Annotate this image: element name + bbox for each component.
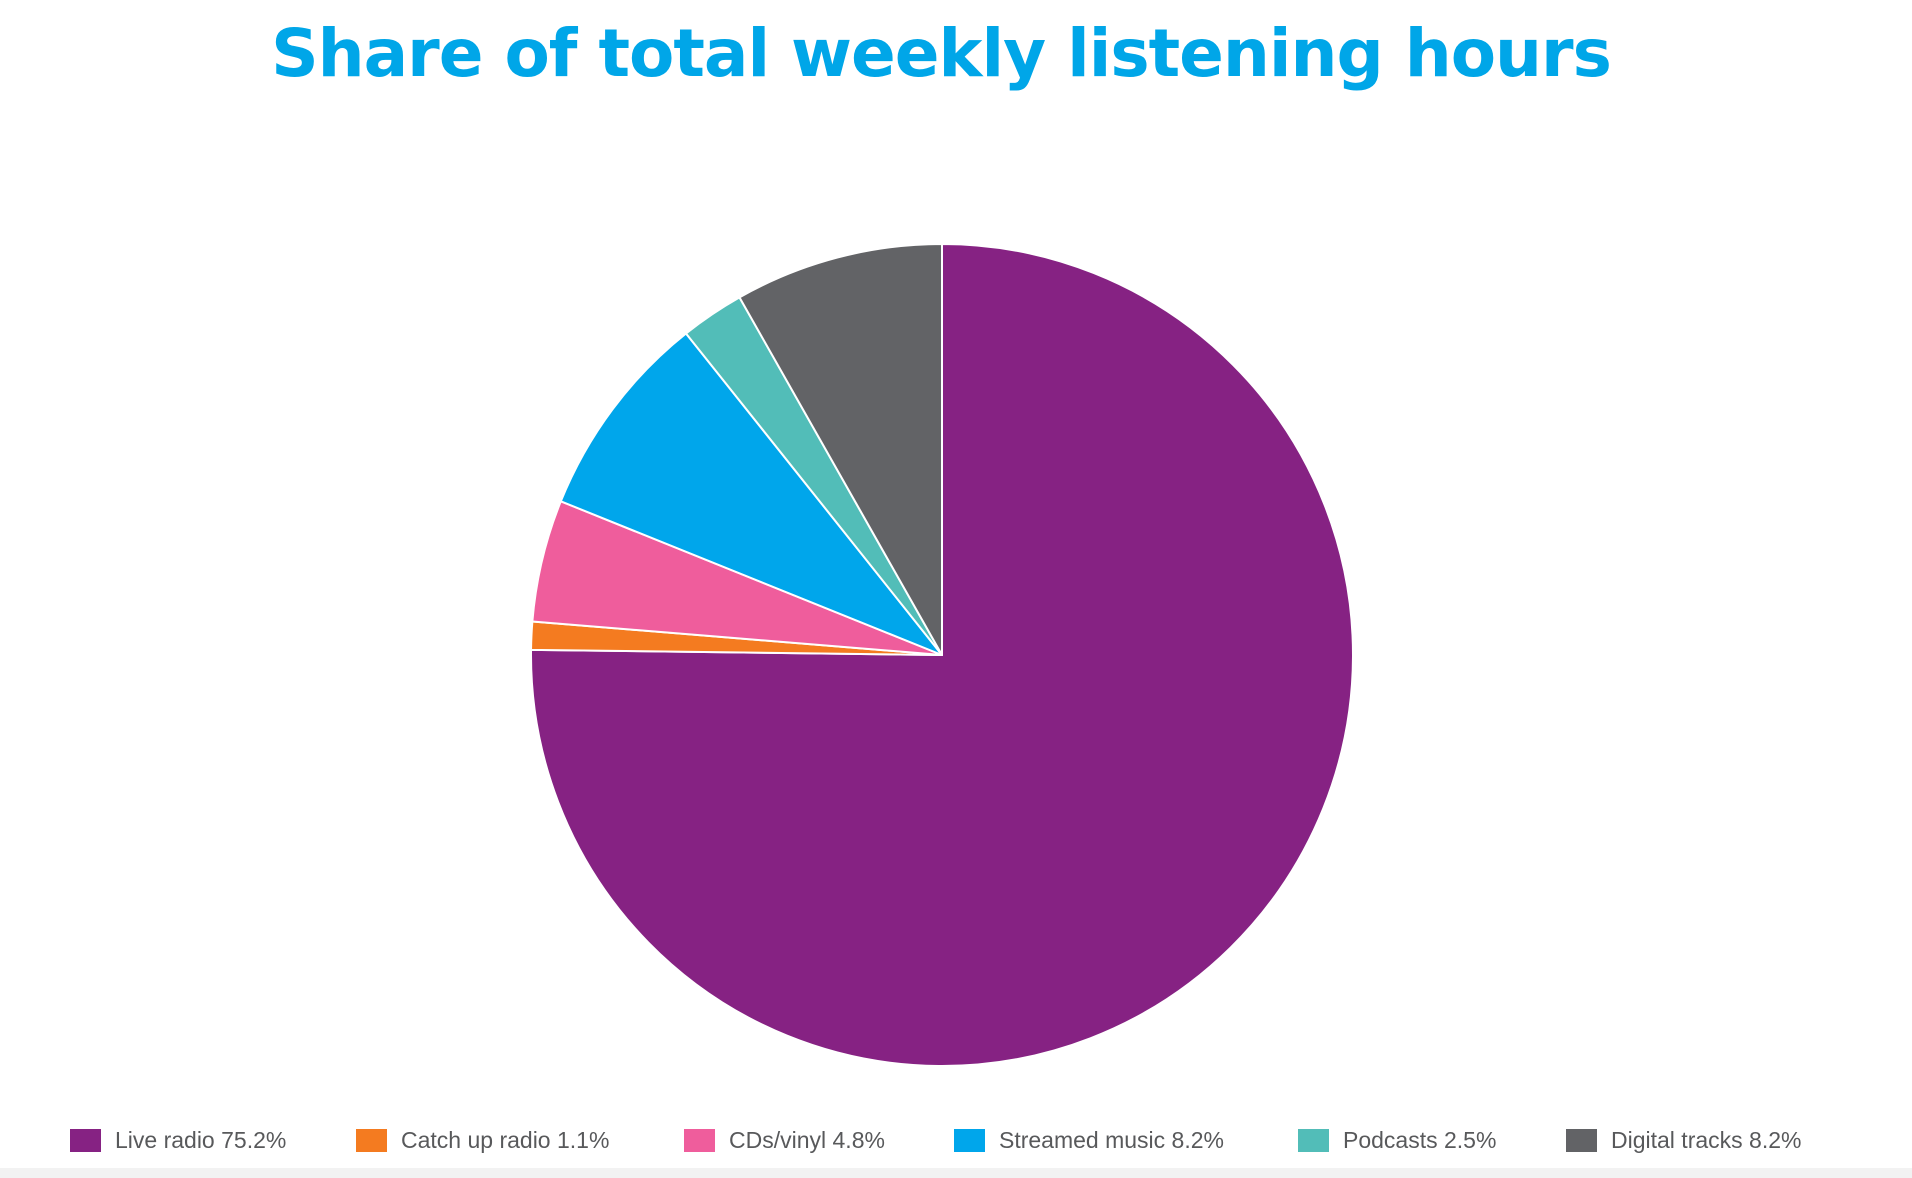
legend-item-podcasts: Podcasts 2.5% xyxy=(1298,1126,1496,1154)
legend-label-digital-tracks: Digital tracks 8.2% xyxy=(1611,1127,1802,1153)
legend-swatch-cds-vinyl xyxy=(684,1128,715,1152)
legend-swatch-streamed-music xyxy=(954,1128,985,1152)
legend-item-catch-up-radio: Catch up radio 1.1% xyxy=(356,1126,609,1154)
legend-swatch-live-radio xyxy=(70,1128,101,1152)
legend-swatch-podcasts xyxy=(1298,1128,1329,1152)
legend-label-live-radio: Live radio 75.2% xyxy=(115,1127,287,1153)
legend-label-podcasts: Podcasts 2.5% xyxy=(1343,1127,1497,1153)
chart-title: Share of total weekly listening hours xyxy=(271,15,1612,92)
pie-chart xyxy=(530,243,1354,1067)
pie-slice-live-radio xyxy=(530,243,1354,1067)
pie-slice-streamed-music xyxy=(559,332,943,656)
legend-item-streamed-music: Streamed music 8.2% xyxy=(954,1126,1224,1154)
legend-label-cds-vinyl: CDs/vinyl 4.8% xyxy=(729,1127,885,1153)
legend-swatch-catch-up-radio xyxy=(356,1128,387,1152)
footer-strip xyxy=(0,1168,1912,1178)
legend-label-catch-up-radio: Catch up radio 1.1% xyxy=(401,1127,610,1153)
legend-item-live-radio: Live radio 75.2% xyxy=(70,1126,286,1154)
pie-slice-digital-tracks xyxy=(738,243,943,656)
legend-swatch-digital-tracks xyxy=(1566,1128,1597,1152)
legend-item-digital-tracks: Digital tracks 8.2% xyxy=(1566,1126,1801,1154)
legend-label-streamed-music: Streamed music 8.2% xyxy=(999,1127,1224,1153)
legend-item-cds-vinyl: CDs/vinyl 4.8% xyxy=(684,1126,885,1154)
